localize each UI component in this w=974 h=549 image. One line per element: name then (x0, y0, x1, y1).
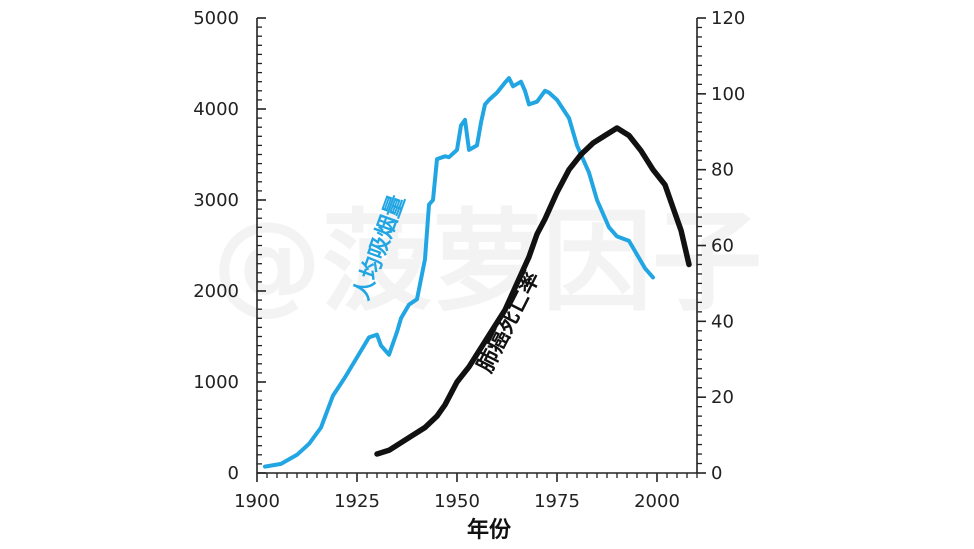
y-right-tick-label: 120 (711, 8, 745, 29)
y-right-tick-label: 100 (711, 84, 745, 105)
x-tick-label: 1950 (434, 491, 480, 512)
y-right-tick-label: 20 (711, 387, 734, 408)
y-left-tick-label: 1000 (193, 372, 239, 393)
y-right-tick-label: 0 (711, 463, 722, 484)
y-right-tick-label: 60 (711, 236, 734, 257)
x-tick-label: 2000 (634, 491, 680, 512)
series-line-cigarettes (263, 76, 655, 469)
x-axis-label: 年份 (467, 517, 512, 543)
x-tick-label: 1900 (234, 491, 280, 512)
x-tick-label: 1925 (334, 491, 380, 512)
y-left-tick-label: 0 (228, 463, 239, 484)
y-right-tick-label: 40 (711, 311, 734, 332)
series-line-lung-cancer (374, 125, 692, 457)
axes-layer: 0 1000 2000 3000 4000 5000 0 20 40 60 80 100 120 1900… (193, 8, 745, 512)
y-left-tick-label: 4000 (193, 99, 239, 120)
x-tick-label: 1975 (534, 491, 580, 512)
y-right-tick-label: 80 (711, 160, 734, 181)
y-left-tick-label: 2000 (193, 281, 239, 302)
y-left-tick-label: 5000 (193, 8, 239, 29)
y-left-tick-label: 3000 (193, 190, 239, 211)
series-layer (263, 76, 692, 469)
watermark: @菠萝因子 (212, 198, 762, 326)
